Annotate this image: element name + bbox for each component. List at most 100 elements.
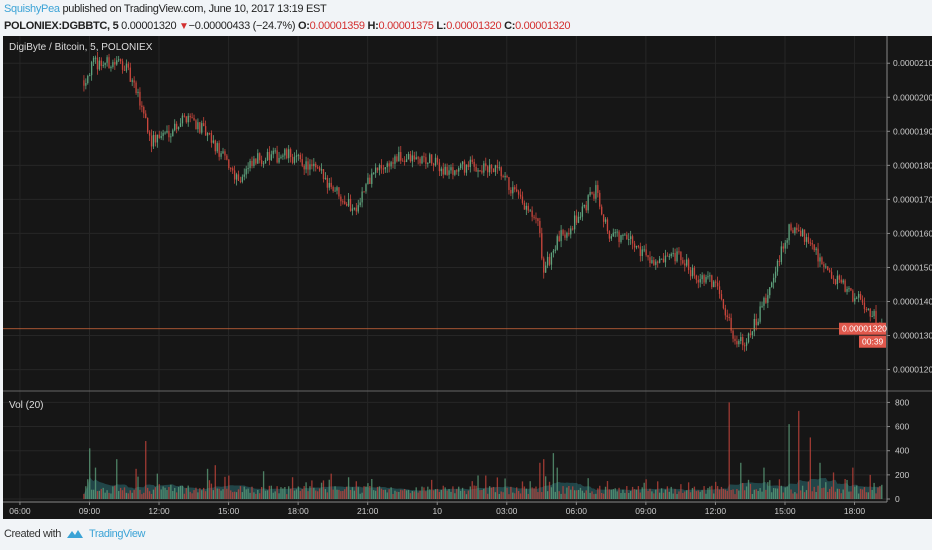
volume-bar [629,491,632,499]
candle-up [334,190,336,192]
volume-bar [732,489,734,499]
time-tick-label: 10 [432,506,442,516]
volume-bar [106,490,108,499]
candle-up [622,235,624,237]
volume-bar [645,479,647,499]
created-with: Created with [4,528,61,540]
candle-down [543,258,545,273]
candle-up [757,321,759,326]
candle-up [635,245,638,248]
candle-up [160,136,162,138]
candle-down [730,317,732,331]
volume-bar [863,487,866,499]
candle-up [305,161,307,170]
volume-bar [601,492,603,499]
candle-up [701,275,703,280]
volume-bar [734,494,736,499]
candle-up [581,206,584,217]
volume-bar [121,490,124,499]
volume-bar [703,486,705,499]
volume-bar [425,491,427,499]
volume-bar [570,489,572,499]
volume-bar [544,476,547,499]
volume-bar [861,489,864,499]
volume-bar [595,493,597,499]
candle-down [585,204,587,211]
candle-up [106,57,108,63]
candle-up [247,168,249,170]
candle-up [166,130,168,133]
candle-up [614,232,616,234]
volume-bar [431,479,433,499]
candle-down [682,260,684,264]
candle-up [670,253,672,257]
candle-down [286,149,288,159]
volume-bar [305,482,307,499]
volume-bar [587,478,589,499]
volume-bar [602,493,605,499]
candle-down [844,280,846,292]
volume-bar [736,489,738,499]
volume-bar [326,492,329,499]
volume-bar [315,490,317,499]
candle-down [467,164,470,168]
volume-tick-label: 600 [895,422,909,432]
candle-down [315,163,317,168]
candle-down [523,202,526,210]
candle-up [266,151,269,161]
candle-down [133,80,135,83]
volume-bar [720,486,723,499]
candle-down [392,162,394,164]
volume-bar [713,493,715,499]
chart-title: DigiByte / Bitcoin, 5, POLONIEX [9,42,153,53]
candle-down [593,193,595,199]
volume-bar [210,483,213,499]
candle-down [531,210,533,217]
candle-up [353,207,356,209]
volume-bar [324,489,327,499]
volume-bar [803,492,806,499]
candle-up [459,164,462,169]
candle-down [790,224,792,231]
candle-down [203,123,205,127]
volume-bar [639,492,641,499]
candle-up [465,164,468,173]
candle-up [846,288,848,292]
candle-down [463,161,466,173]
volume-bar [612,489,614,499]
volume-bar [554,491,556,499]
volume-bar [183,493,186,499]
candle-up [454,170,456,175]
volume-bar [521,481,524,499]
candle-down [765,297,767,303]
tradingview-link[interactable]: TradingView [88,528,146,540]
volume-bar [214,465,216,499]
candle-up [357,205,359,212]
candle-down [861,299,864,303]
candle-up [347,198,350,206]
volume-bar [809,437,812,499]
candle-down [413,155,415,160]
author-link[interactable]: SquishyPea [4,3,60,15]
candle-up [390,162,392,167]
volume-tick-label: 800 [895,397,909,407]
volume-bar [133,490,135,499]
volume-bar [270,485,272,499]
candle-up [309,164,311,170]
candle-down [811,243,813,245]
volume-bar [655,489,657,499]
volume-bar [303,486,305,499]
candle-down [260,160,263,164]
volume-bar [631,486,634,499]
volume-bar [856,485,858,499]
candle-down [485,163,487,167]
volume-bar [508,494,510,499]
volume-bar [566,487,568,499]
candle-up [295,155,298,157]
candle-down [473,161,475,167]
volume-bar [309,486,311,499]
volume-bar [201,490,203,499]
